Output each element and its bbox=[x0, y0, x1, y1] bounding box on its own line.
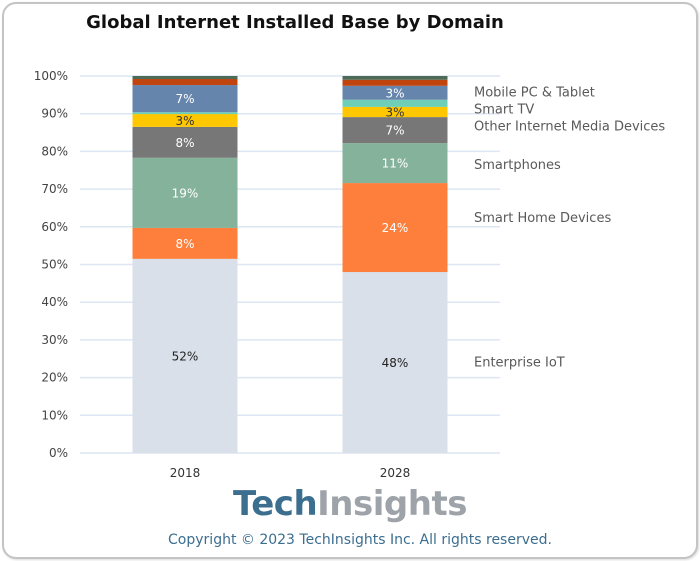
bar-segment-unlabeled-5-2018 bbox=[132, 112, 238, 115]
chart-title: Global Internet Installed Base by Domain bbox=[86, 12, 504, 33]
logo-tech: Tech bbox=[233, 484, 318, 524]
y-tick-label: 0% bbox=[49, 446, 68, 460]
bar-segment-smartphones-2028 bbox=[342, 143, 448, 184]
bar-segment-unlabeled-7-2028 bbox=[342, 79, 448, 86]
bar-segment-unlabeled-7-2018 bbox=[132, 79, 238, 86]
bar-segment-smart-tv-2028 bbox=[342, 106, 448, 118]
data-label: 48% bbox=[382, 356, 409, 370]
x-tick-label: 2018 bbox=[170, 466, 201, 480]
y-tick-label: 40% bbox=[41, 295, 68, 309]
bar-segment-other-internet-media-devices-2018 bbox=[132, 126, 238, 158]
y-tick-label: 100% bbox=[34, 69, 68, 83]
y-tick-label: 80% bbox=[41, 144, 68, 158]
data-label: 3% bbox=[385, 106, 404, 120]
legend-label: Other Internet Media Devices bbox=[474, 119, 665, 134]
bar-segment-smart-home-devices-2018 bbox=[132, 227, 238, 259]
y-tick-label: 50% bbox=[41, 258, 68, 272]
y-tick-label: 20% bbox=[41, 371, 68, 385]
data-label: 8% bbox=[175, 237, 194, 251]
data-label: 11% bbox=[382, 157, 409, 171]
y-tick-label: 30% bbox=[41, 333, 68, 347]
bar-segment-other-internet-media-devices-2028 bbox=[342, 117, 448, 144]
bar-segment-enterprise-iot-2028 bbox=[342, 272, 448, 453]
bar-segment-unlabeled-5-2028 bbox=[342, 99, 448, 107]
techinsights-logo: TechInsights bbox=[0, 484, 700, 524]
bar-segment-mobile-pc-tablet-2028 bbox=[342, 85, 448, 100]
bar-segment-unlabeled-8-2028 bbox=[342, 76, 448, 80]
bar-segment-smart-tv-2018 bbox=[132, 114, 238, 127]
bar-segment-mobile-pc-tablet-2018 bbox=[132, 85, 238, 113]
copyright-text: Copyright © 2023 TechInsights Inc. All r… bbox=[168, 532, 552, 548]
legend-label: Mobile PC & Tablet bbox=[474, 85, 595, 100]
bar-segment-smart-home-devices-2028 bbox=[342, 183, 448, 273]
bar-segment-unlabeled-8-2018 bbox=[132, 76, 238, 80]
data-label: 7% bbox=[385, 124, 404, 138]
legend-label: Enterprise IoT bbox=[474, 355, 565, 370]
x-tick-label: 2028 bbox=[380, 466, 411, 480]
data-label: 3% bbox=[175, 114, 194, 128]
y-tick-label: 70% bbox=[41, 182, 68, 196]
data-label: 52% bbox=[172, 349, 199, 363]
y-tick-label: 10% bbox=[41, 408, 68, 422]
data-label: 3% bbox=[385, 86, 404, 100]
y-tick-label: 90% bbox=[41, 107, 68, 121]
legend-label: Smart TV bbox=[474, 102, 534, 117]
bar-segment-smartphones-2018 bbox=[132, 157, 238, 228]
logo-insights: Insights bbox=[317, 484, 467, 524]
bar-segment-enterprise-iot-2018 bbox=[132, 258, 238, 453]
data-label: 19% bbox=[172, 186, 199, 200]
data-label: 24% bbox=[382, 221, 409, 235]
legend-label: Smart Home Devices bbox=[474, 211, 611, 226]
legend-label: Smartphones bbox=[474, 158, 561, 173]
y-tick-label: 60% bbox=[41, 220, 68, 234]
data-label: 8% bbox=[175, 136, 194, 150]
data-label: 7% bbox=[175, 92, 194, 106]
